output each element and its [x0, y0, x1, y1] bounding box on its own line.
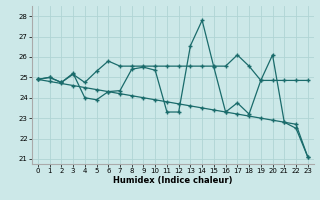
- X-axis label: Humidex (Indice chaleur): Humidex (Indice chaleur): [113, 176, 233, 185]
